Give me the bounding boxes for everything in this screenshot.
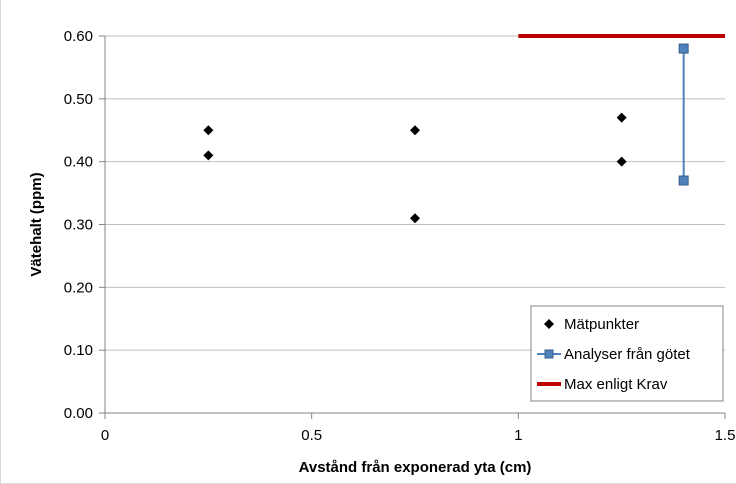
data-point <box>616 112 627 123</box>
y-tick-label: 0.10 <box>64 342 93 359</box>
series-layer <box>203 34 725 224</box>
legend: Mätpunkter Analyser från götet Max enligt … <box>530 305 724 402</box>
data-point <box>616 156 627 167</box>
y-tick-label: 0.40 <box>64 154 93 171</box>
y-tick-label: 0.60 <box>64 28 93 45</box>
legend-marker <box>544 319 554 329</box>
grid-layer <box>105 35 725 414</box>
y-tick-label: 0.20 <box>64 279 93 296</box>
y-axis-title: Vätehalt (ppm) <box>28 172 45 276</box>
data-point <box>678 175 689 186</box>
y-tick-label: 0.50 <box>64 91 93 108</box>
legend-label: Analyser från götet <box>564 346 691 363</box>
legend-label: Mätpunkter <box>564 316 639 333</box>
legend-box <box>530 305 724 402</box>
x-axis-title: Avstånd från exponerad yta (cm) <box>299 459 532 476</box>
y-tick-label: 0.00 <box>64 405 93 422</box>
data-point <box>410 213 420 224</box>
x-tick-label: 0 <box>101 427 109 444</box>
x-tick-label: 1.5 <box>715 427 736 444</box>
data-point <box>203 150 214 161</box>
x-tick-label: 0.5 <box>301 427 322 444</box>
x-tick-label: 1 <box>514 427 522 444</box>
data-point <box>410 125 420 136</box>
legend-label: Max enligt Krav <box>564 376 668 393</box>
data-point <box>203 125 214 136</box>
legend-marker <box>544 349 554 359</box>
y-tick-label: 0.30 <box>64 217 93 234</box>
axis-layer: 0.00 0.10 0.20 0.30 0.40 0.50 0.60 0 0.5 1 1.5 <box>64 28 736 444</box>
data-point <box>678 43 689 54</box>
